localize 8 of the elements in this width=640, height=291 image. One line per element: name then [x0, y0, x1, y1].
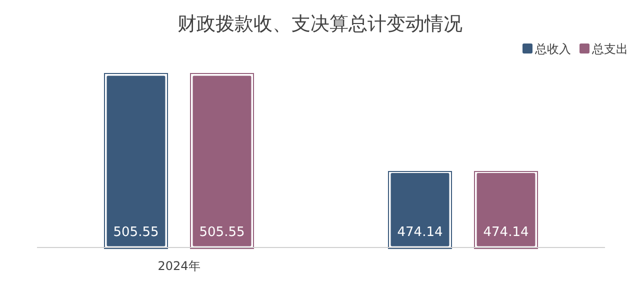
x-tick-label: 2024年 — [158, 259, 200, 273]
legend-label: 总支出 — [591, 42, 628, 56]
data-label: 505.55 — [199, 225, 245, 240]
data-label: 474.14 — [397, 225, 443, 240]
legend-label: 总收入 — [534, 42, 571, 56]
chart-title: 财政拨款收、支决算总计变动情况 — [178, 13, 462, 35]
data-label: 505.55 — [113, 225, 159, 240]
data-label: 474.14 — [483, 225, 529, 240]
